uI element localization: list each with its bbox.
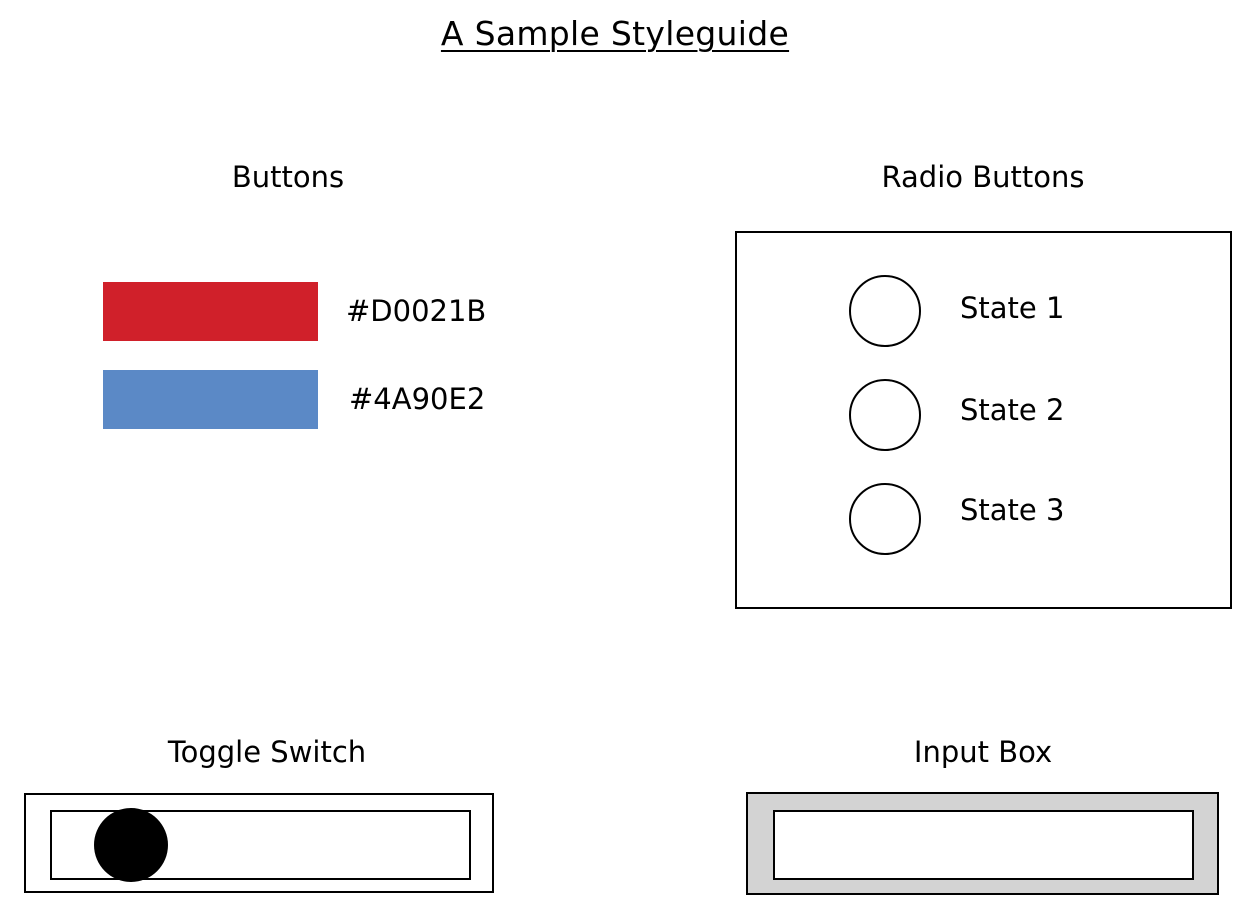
radio-button-state-2[interactable] — [849, 379, 921, 451]
radio-label-state-1: State 1 — [960, 291, 1065, 325]
toggle-switch-knob[interactable] — [94, 808, 168, 882]
red-swatch-label: #D0021B — [346, 294, 487, 328]
radio-button-state-3[interactable] — [849, 483, 921, 555]
page-title: A Sample Styleguide — [440, 14, 790, 53]
text-input[interactable] — [773, 810, 1194, 880]
radio-group-panel: State 1 State 2 State 3 — [735, 231, 1232, 609]
radio-label-state-3: State 3 — [960, 493, 1065, 527]
radio-button-state-1[interactable] — [849, 275, 921, 347]
input-box-frame — [746, 792, 1219, 895]
buttons-heading: Buttons — [231, 160, 345, 194]
red-button-swatch[interactable] — [103, 282, 318, 341]
radio-label-state-2: State 2 — [960, 393, 1065, 427]
input-box-heading: Input Box — [913, 735, 1053, 769]
toggle-switch-heading: Toggle Switch — [167, 735, 367, 769]
toggle-switch-frame — [24, 793, 494, 893]
blue-button-swatch[interactable] — [103, 370, 318, 429]
radio-buttons-heading: Radio Buttons — [881, 160, 1085, 194]
blue-swatch-label: #4A90E2 — [349, 382, 486, 416]
